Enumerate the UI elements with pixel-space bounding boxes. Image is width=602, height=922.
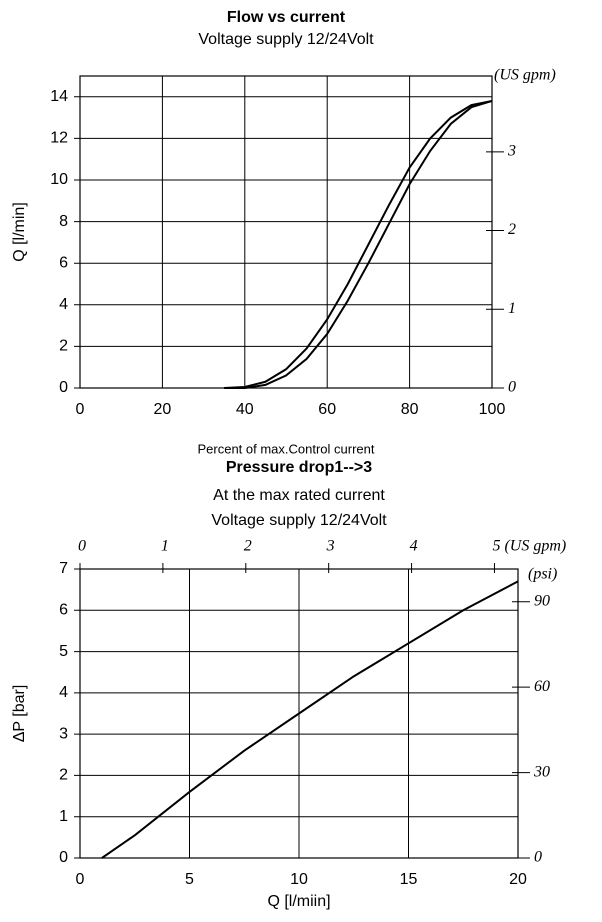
y-tick-label: 10 xyxy=(50,171,68,188)
y2-tick-label: 2 xyxy=(508,221,516,238)
y2-axis-label: (psi) xyxy=(528,566,557,583)
x-tick-label: 0 xyxy=(76,401,85,418)
y-tick-label: 6 xyxy=(59,254,68,271)
x2-tick-label: 0 xyxy=(78,538,86,555)
y2-tick-label: 30 xyxy=(533,763,550,780)
x-axis-label: Percent of max.Control current xyxy=(197,441,374,456)
y-tick-label: 1 xyxy=(59,808,68,825)
y-tick-label: 8 xyxy=(59,213,68,230)
y-tick-label: 0 xyxy=(59,849,68,866)
x-tick-label: 80 xyxy=(401,401,419,418)
x-tick-label: 5 xyxy=(185,871,194,888)
y2-axis-label: (US gpm) xyxy=(494,67,556,84)
y-tick-label: 5 xyxy=(59,643,68,660)
chart-subtitle: At the max rated current xyxy=(213,487,385,504)
y-tick-label: 14 xyxy=(50,88,68,105)
chart-title: Pressure drop1-->3 xyxy=(226,459,372,476)
x2-axis-label: (US gpm) xyxy=(504,538,566,555)
chart-subtitle: Voltage supply 12/24Volt xyxy=(198,31,374,48)
x-axis-label: Q [l/miin] xyxy=(267,893,330,910)
data-line xyxy=(101,580,519,859)
y2-tick-label: 0 xyxy=(534,849,542,866)
y2-tick-label: 60 xyxy=(534,678,550,695)
data-line xyxy=(224,100,493,389)
y-tick-label: 3 xyxy=(59,725,68,742)
y2-tick-label: 0 xyxy=(508,379,516,396)
x-tick-label: 60 xyxy=(318,401,336,418)
plot-frame xyxy=(79,75,493,389)
x2-tick-label: 2 xyxy=(244,538,252,555)
x-tick-label: 10 xyxy=(290,871,308,888)
y-tick-label: 2 xyxy=(59,338,68,355)
data-line xyxy=(224,99,493,389)
x-tick-label: 15 xyxy=(400,871,418,888)
y-tick-label: 0 xyxy=(59,379,68,396)
chart-title: Flow vs current xyxy=(227,9,346,26)
x2-tick-label: 1 xyxy=(161,538,169,555)
x2-tick-label: 3 xyxy=(326,538,335,555)
y-axis-label: ΔP [bar] xyxy=(11,685,28,743)
x-tick-label: 0 xyxy=(76,871,85,888)
y2-tick-label: 3 xyxy=(507,142,516,159)
y-tick-label: 7 xyxy=(59,560,68,577)
x2-tick-label: 4 xyxy=(410,538,418,555)
y-tick-label: 2 xyxy=(59,767,68,784)
plot-frame xyxy=(79,568,519,859)
x-tick-label: 40 xyxy=(236,401,254,418)
y-tick-label: 6 xyxy=(59,602,68,619)
y2-tick-label: 90 xyxy=(534,592,550,609)
x-tick-label: 20 xyxy=(509,871,527,888)
chart-subtitle: Voltage supply 12/24Volt xyxy=(211,512,387,529)
y-tick-label: 12 xyxy=(50,130,68,147)
x-tick-label: 100 xyxy=(479,401,506,418)
x2-tick-label: 5 xyxy=(492,538,500,555)
y-axis-label: Q [l/min] xyxy=(11,202,28,262)
y2-tick-label: 1 xyxy=(508,300,516,317)
y-tick-label: 4 xyxy=(59,296,68,313)
y-tick-label: 4 xyxy=(59,684,68,701)
x-tick-label: 20 xyxy=(154,401,172,418)
